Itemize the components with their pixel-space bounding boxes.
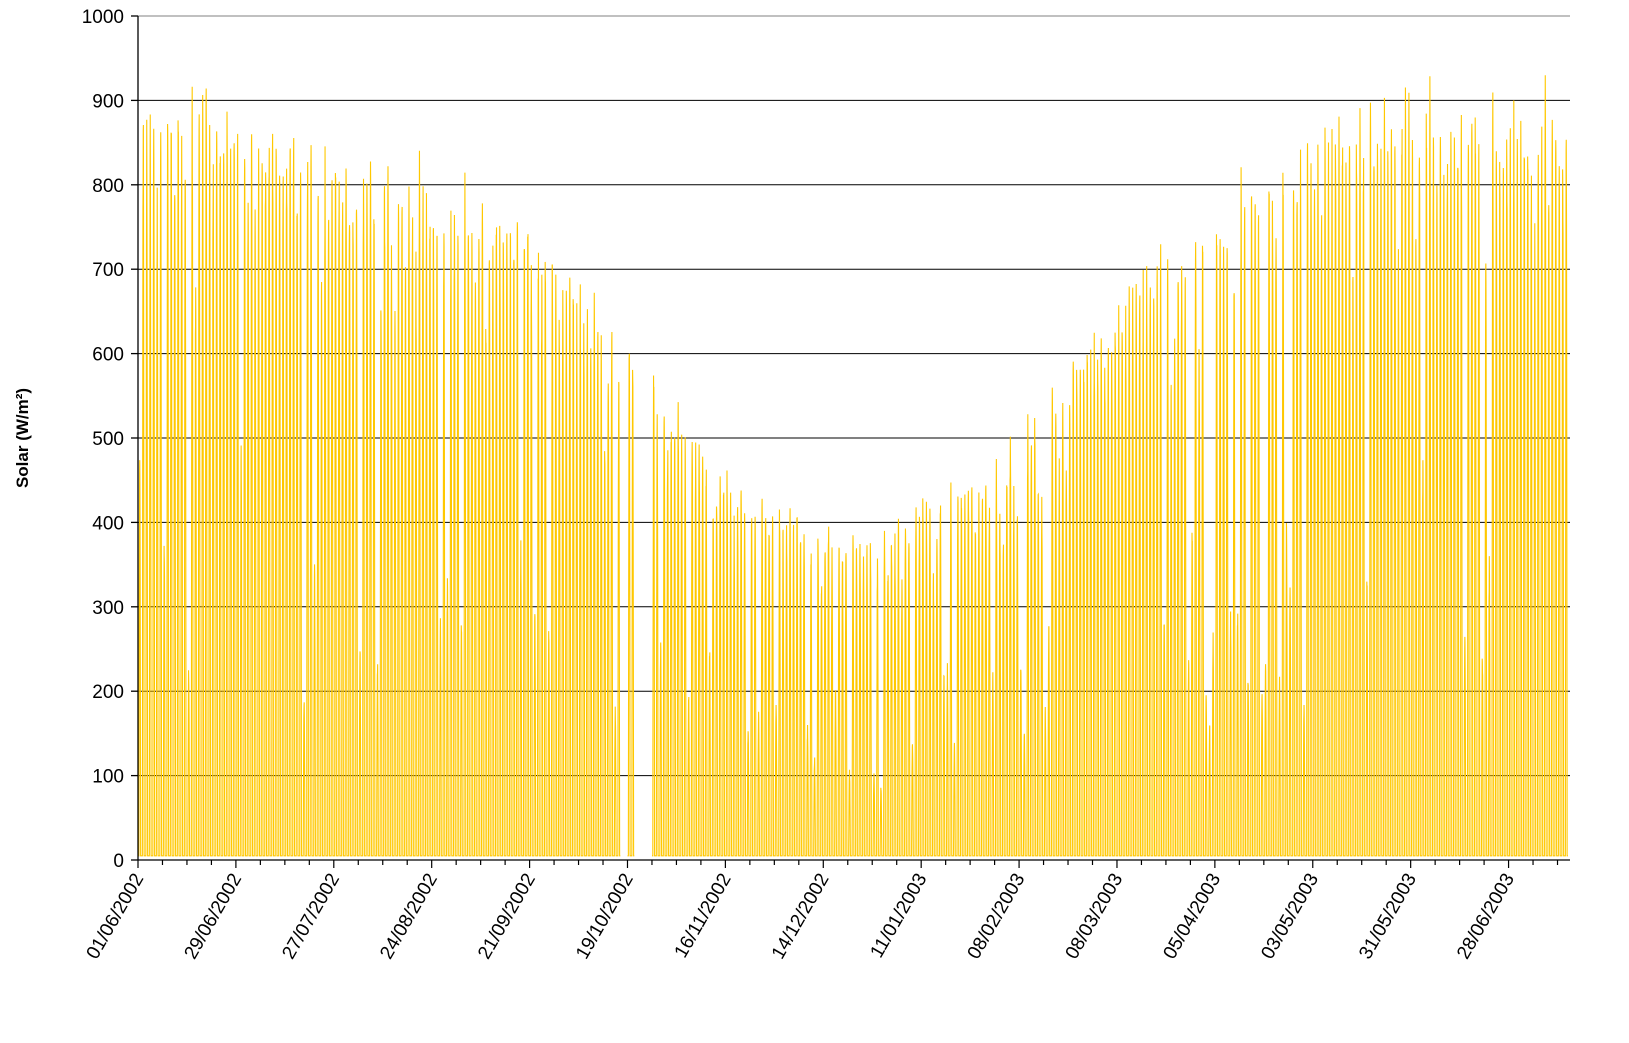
gridlines — [138, 15, 1570, 777]
y-tick-label: 100 — [92, 767, 124, 788]
y-tick-label: 500 — [92, 429, 124, 450]
x-tick-label: 08/02/2003 — [964, 870, 1030, 963]
x-tick-label: 27/07/2002 — [278, 870, 344, 963]
y-tick-labels: 0 100 200 300 400 500 600 700 800 900 1000 — [82, 7, 124, 872]
y-tick-label: 800 — [92, 176, 124, 197]
y-tick-label: 1000 — [82, 7, 124, 28]
y-tick-label: 300 — [92, 598, 124, 619]
series-line — [138, 75, 1568, 857]
x-tick-label: 29/06/2002 — [180, 870, 246, 963]
x-tick-label: 11/01/2003 — [866, 870, 931, 962]
y-tick-label: 200 — [92, 682, 124, 703]
x-tick-label: 08/03/2003 — [1062, 870, 1128, 963]
x-tick-label: 21/09/2002 — [474, 870, 540, 963]
x-tick-label: 31/05/2003 — [1355, 870, 1421, 963]
x-tick-label: 05/04/2003 — [1159, 870, 1225, 963]
y-tick-label: 0 — [113, 851, 124, 872]
x-tick-label: 16/11/2002 — [671, 870, 736, 962]
x-tick-label: 28/06/2003 — [1453, 870, 1519, 963]
y-axis-title: Solar (W/m²) — [13, 388, 32, 488]
x-tick-label: 24/08/2002 — [376, 870, 442, 963]
series-solar — [138, 75, 1568, 857]
x-tick-label: 14/12/2002 — [768, 870, 834, 963]
y-tick-label: 900 — [92, 91, 124, 112]
y-tick-label: 600 — [92, 345, 124, 366]
axes — [131, 15, 1570, 868]
y-tick-label: 700 — [92, 260, 124, 281]
x-tick-label: 01/06/2002 — [83, 870, 149, 963]
x-tick-label: 03/05/2003 — [1257, 870, 1323, 963]
x-tick-label: 19/10/2002 — [572, 870, 638, 963]
x-tick-labels: 01/06/2002 29/06/2002 27/07/2002 24/08/2002… — [83, 870, 1519, 963]
y-tick-label: 400 — [92, 513, 124, 534]
